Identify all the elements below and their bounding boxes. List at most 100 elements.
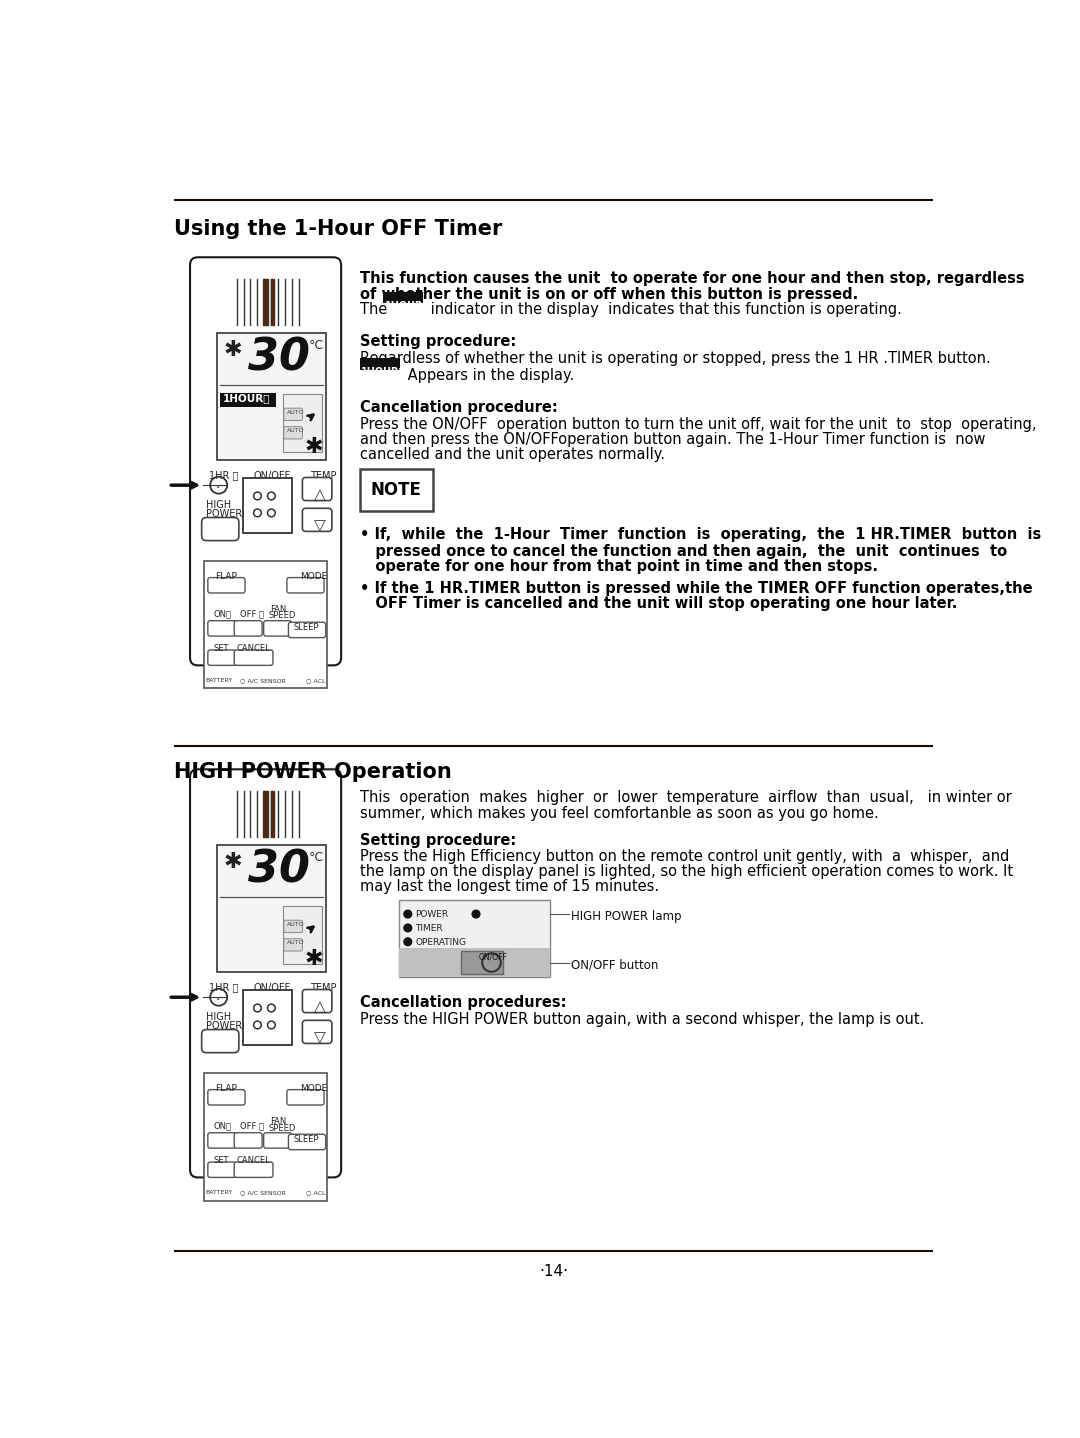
Text: Regardless of whether the unit is operating or stopped, press the 1 HR .TIMER bu: Regardless of whether the unit is operat… xyxy=(360,351,990,367)
FancyBboxPatch shape xyxy=(264,1133,292,1148)
FancyBboxPatch shape xyxy=(284,939,302,951)
Text: the lamp on the display panel is lighted, so the high efficient operation comes : the lamp on the display panel is lighted… xyxy=(360,864,1013,879)
FancyBboxPatch shape xyxy=(234,1162,273,1178)
Bar xyxy=(283,906,322,963)
Bar xyxy=(217,332,326,460)
Text: indicator in the display  indicates that this function is operating.: indicator in the display indicates that … xyxy=(427,302,902,316)
Bar xyxy=(204,561,327,689)
Text: FLAP: FLAP xyxy=(215,572,237,581)
Text: Press the High Efficiency button on the remote control unit gently, with  a  whi: Press the High Efficiency button on the … xyxy=(360,848,1009,864)
Text: FAN: FAN xyxy=(270,604,286,614)
FancyBboxPatch shape xyxy=(243,991,293,1045)
Text: MODE: MODE xyxy=(300,1084,327,1093)
Text: • If the 1 HR.TIMER button is pressed while the TIMER OFF function operates,the: • If the 1 HR.TIMER button is pressed wh… xyxy=(360,581,1032,595)
Text: HIGH POWER Operation: HIGH POWER Operation xyxy=(174,762,451,782)
FancyBboxPatch shape xyxy=(207,621,235,636)
Text: Using the 1-Hour OFF Timer: Using the 1-Hour OFF Timer xyxy=(174,219,502,239)
Circle shape xyxy=(472,910,480,917)
Text: CANCEL: CANCEL xyxy=(237,644,270,653)
Text: Cancellation procedure:: Cancellation procedure: xyxy=(360,400,557,414)
Text: ✱: ✱ xyxy=(305,949,323,969)
FancyBboxPatch shape xyxy=(234,1133,262,1148)
Text: of whether the unit is on or off when this button is pressed.: of whether the unit is on or off when th… xyxy=(360,286,858,302)
Text: ·: · xyxy=(216,482,220,495)
FancyBboxPatch shape xyxy=(302,989,332,1012)
Text: TEMP: TEMP xyxy=(310,982,337,992)
Text: HIGH: HIGH xyxy=(206,1012,231,1022)
Text: AUTO: AUTO xyxy=(287,922,305,926)
Text: SLEEP: SLEEP xyxy=(294,1135,320,1145)
FancyBboxPatch shape xyxy=(202,1030,239,1053)
Text: OFF ⎙: OFF ⎙ xyxy=(240,610,264,618)
Text: TIMER: TIMER xyxy=(416,925,443,933)
Text: pressed once to cancel the function and then again,  the  unit  continues  to: pressed once to cancel the function and … xyxy=(360,544,1007,559)
Text: ·14·: ·14· xyxy=(539,1264,568,1280)
Text: BATTERY: BATTERY xyxy=(205,679,233,683)
Bar xyxy=(399,900,550,978)
Text: MODE: MODE xyxy=(300,572,327,581)
Text: BATTERY: BATTERY xyxy=(205,1191,233,1195)
Text: OPERATING: OPERATING xyxy=(416,938,467,948)
Bar xyxy=(271,279,273,325)
FancyBboxPatch shape xyxy=(243,479,293,533)
Text: CANCEL: CANCEL xyxy=(237,1156,270,1165)
Text: ·: · xyxy=(216,994,220,1008)
Text: △: △ xyxy=(314,487,326,502)
Text: OFF ⎙: OFF ⎙ xyxy=(240,1122,264,1130)
FancyBboxPatch shape xyxy=(302,477,332,500)
Text: Setting procedure:: Setting procedure: xyxy=(360,334,516,349)
FancyBboxPatch shape xyxy=(302,508,332,532)
Text: ○ ACL: ○ ACL xyxy=(307,1191,326,1195)
Text: ○ ACL: ○ ACL xyxy=(307,679,326,683)
Text: ON/OFF button: ON/OFF button xyxy=(571,959,659,972)
Text: ✱: ✱ xyxy=(224,853,242,873)
Text: This  operation  makes  higher  or  lower  temperature  airflow  than  usual,   : This operation makes higher or lower tem… xyxy=(360,789,1012,805)
Text: AUTO: AUTO xyxy=(287,940,305,945)
Text: cancelled and the unit operates normally.: cancelled and the unit operates normally… xyxy=(360,447,665,463)
Text: may last the longest time of 15 minutes.: may last the longest time of 15 minutes. xyxy=(360,880,659,894)
FancyBboxPatch shape xyxy=(207,1133,235,1148)
Bar xyxy=(360,469,433,512)
Bar xyxy=(262,279,268,325)
Text: 1HOUR⎙: 1HOUR⎙ xyxy=(222,394,270,404)
Text: POWER: POWER xyxy=(416,910,448,919)
Bar xyxy=(283,394,322,452)
Text: NOTE: NOTE xyxy=(370,480,421,499)
Text: • If,  while  the  1-Hour  Timer  function  is  operating,  the  1 HR.TIMER  but: • If, while the 1-Hour Timer function is… xyxy=(360,526,1041,542)
Text: This function causes the unit  to operate for one hour and then stop, regardless: This function causes the unit to operate… xyxy=(360,272,1024,286)
Text: AUTO: AUTO xyxy=(287,429,305,433)
Text: °C: °C xyxy=(309,851,324,864)
Circle shape xyxy=(404,938,411,946)
FancyBboxPatch shape xyxy=(264,621,292,636)
FancyBboxPatch shape xyxy=(284,920,302,933)
Text: 30: 30 xyxy=(248,336,310,380)
Bar xyxy=(383,292,423,303)
Text: ON/OFF: ON/OFF xyxy=(478,952,508,962)
Text: ○ A/C SENSOR: ○ A/C SENSOR xyxy=(241,1191,286,1195)
Bar xyxy=(262,791,268,837)
Text: TEMP: TEMP xyxy=(310,470,337,480)
Text: HIGH: HIGH xyxy=(206,500,231,510)
Text: POWER: POWER xyxy=(206,1021,243,1031)
Bar xyxy=(217,844,326,972)
Text: OFF Timer is cancelled and the unit will stop operating one hour later.: OFF Timer is cancelled and the unit will… xyxy=(360,597,957,611)
FancyBboxPatch shape xyxy=(207,650,235,666)
Text: ✱: ✱ xyxy=(305,437,323,457)
FancyBboxPatch shape xyxy=(207,578,245,592)
Text: ✱: ✱ xyxy=(224,341,242,361)
Text: and then press the ON/OFFoperation button again. The 1-Hour Timer function is  n: and then press the ON/OFFoperation butto… xyxy=(360,431,985,447)
Text: ○ A/C SENSOR: ○ A/C SENSOR xyxy=(241,679,286,683)
Text: ON/OFF: ON/OFF xyxy=(254,470,291,480)
Text: SPEED: SPEED xyxy=(268,611,296,620)
Text: Appears in the display.: Appears in the display. xyxy=(403,368,575,383)
Text: AUTO: AUTO xyxy=(287,410,305,414)
FancyBboxPatch shape xyxy=(234,621,262,636)
FancyBboxPatch shape xyxy=(202,518,239,541)
Text: FLAP: FLAP xyxy=(215,1084,237,1093)
Text: operate for one hour from that point in time and then stops.: operate for one hour from that point in … xyxy=(360,559,878,574)
FancyBboxPatch shape xyxy=(302,1021,332,1044)
Text: 1HR ⎙: 1HR ⎙ xyxy=(210,982,239,992)
Text: △: △ xyxy=(314,999,326,1015)
FancyBboxPatch shape xyxy=(234,650,273,666)
Text: FAN: FAN xyxy=(270,1116,286,1126)
